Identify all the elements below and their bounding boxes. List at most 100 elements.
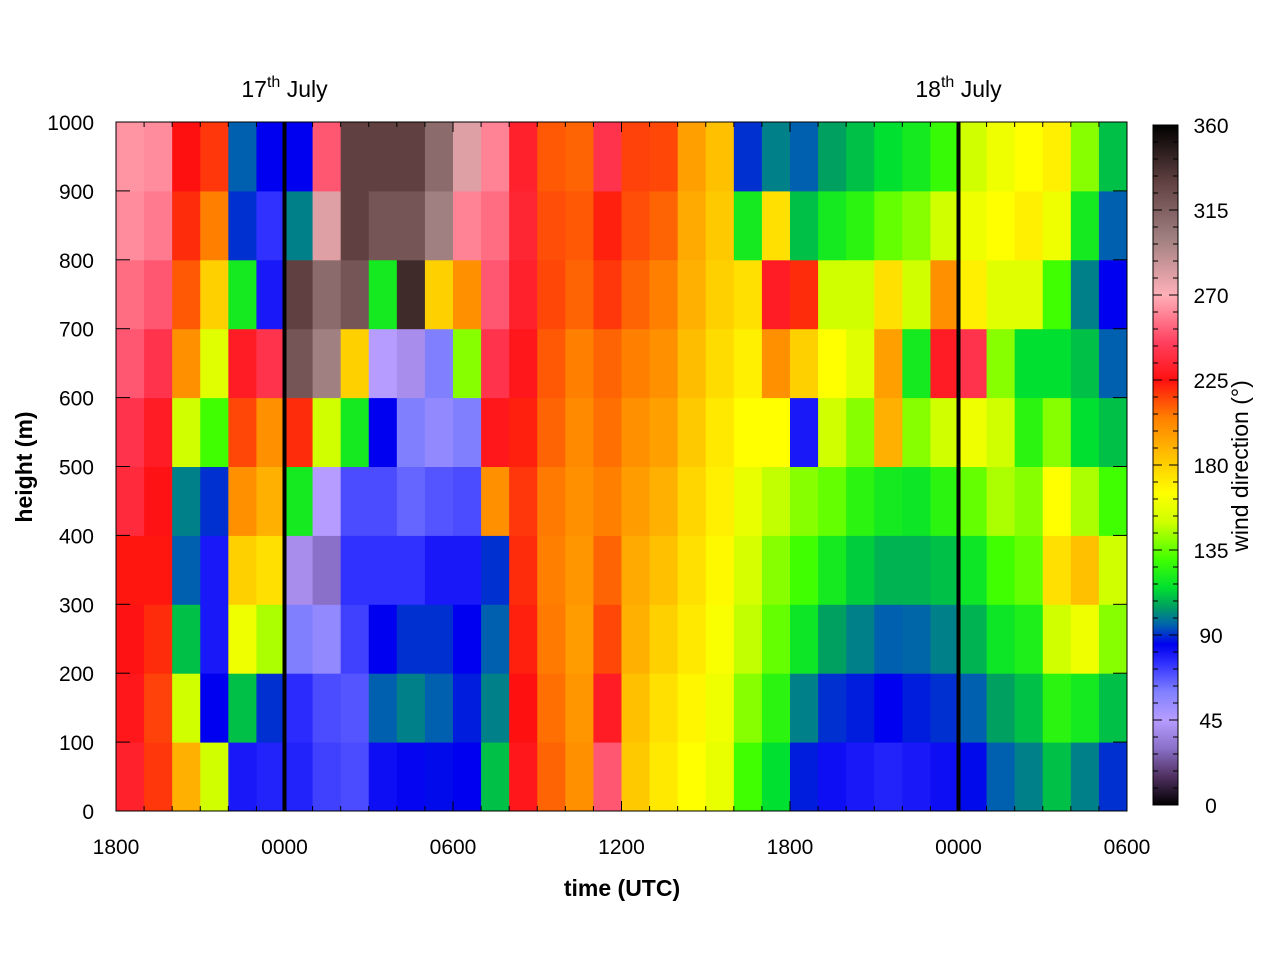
heatmap-cell [593,190,622,261]
heatmap-cell [705,397,735,467]
heatmap-cell [930,259,959,330]
heatmap-cell [930,742,959,812]
heatmap-cell [284,397,314,467]
heatmap-cell [537,328,566,399]
heatmap-cell [761,190,791,261]
heatmap-cell [284,466,314,536]
heatmap-cell [986,673,1016,743]
heatmap-cell [958,742,988,812]
heatmap-cell [1042,190,1072,261]
heatmap-cell [312,122,342,192]
heatmap-cell [368,742,398,812]
heatmap-cell [705,122,735,192]
heatmap-cell [621,604,651,674]
heatmap-cell [116,328,145,399]
heatmap-cell [930,397,959,467]
heatmap-cell [621,535,651,605]
heatmap-cell [958,673,988,743]
heatmap-cell [902,673,931,743]
heatmap-cell [986,535,1016,605]
heatmap-cell [481,535,510,605]
heatmap-cell [256,466,285,536]
heatmap-cell [340,673,370,743]
heatmap-cell [649,259,679,330]
heatmap-cell [958,397,988,467]
heatmap-cell [509,328,538,399]
heatmap-cell [200,259,229,330]
heatmap-cell [144,397,173,467]
heatmap-cell [846,604,875,674]
heatmap-cell [958,259,988,330]
heatmap-cell [677,122,707,192]
heatmap-cell [340,466,370,536]
heatmap-cell [1098,328,1128,399]
heatmap-cell [733,397,763,467]
heatmap-cell [368,190,398,261]
heatmap-cell [481,742,510,812]
heatmap-cell [649,466,679,536]
heatmap-cell [1098,673,1128,743]
heatmap-cell [930,604,959,674]
heatmap-cell [986,259,1016,330]
heatmap-cell [453,604,482,674]
heatmap-cell [144,328,173,399]
heatmap-cell [958,604,988,674]
month-name: July [954,76,1002,102]
heatmap-cell [649,673,679,743]
heatmap-cell [509,604,538,674]
heatmap-cell [200,190,229,261]
heatmap-cell [790,122,819,192]
heatmap-cell [340,397,370,467]
heatmap-cell [481,259,510,330]
heatmap-cell [509,673,538,743]
heatmap-cell [1014,742,1044,812]
heatmap-cell [481,604,510,674]
heatmap-cell [424,673,454,743]
heatmap-cell [368,122,398,192]
heatmap-cell [424,466,454,536]
heatmap-cell [256,328,285,399]
heatmap-cell [930,673,959,743]
heatmap-cell [649,535,679,605]
heatmap-cell [1098,742,1128,812]
heatmap-cell [902,397,931,467]
heatmap-cell [958,328,988,399]
heatmap-cell [761,259,791,330]
heatmap-cell [621,122,651,192]
heatmap-cell [200,122,229,192]
y-tick-label: 400 [59,525,94,548]
heatmap-cell [228,673,257,743]
heatmap-cell [284,122,314,192]
heatmap-cell [846,122,875,192]
heatmap-cell [172,604,201,674]
heatmap-cell [593,535,622,605]
heatmap-cell [537,190,566,261]
heatmap-cell [565,604,594,674]
heatmap-cell [761,466,791,536]
y-tick-label: 200 [59,663,94,686]
heatmap-cell [172,742,201,812]
heatmap-cell [453,190,482,261]
y-axis-label: height (m) [11,411,37,522]
heatmap-cell [874,328,903,399]
heatmap-cell [116,397,145,467]
heatmap-cell [116,190,145,261]
heatmap-cell [1070,466,1100,536]
heatmap-cell [874,535,903,605]
heatmap-cell [649,604,679,674]
heatmap-cell [846,673,875,743]
colorbar-tick-label: 315 [1193,200,1228,223]
heatmap-cell [733,604,763,674]
heatmap-cell [818,190,847,261]
heatmap-cell [256,535,285,605]
heatmap-cell [172,190,201,261]
heatmap-cell [396,466,426,536]
heatmap-cell [930,190,959,261]
heatmap-cell [481,328,510,399]
heatmap-cell [256,604,285,674]
x-tick-label: 1800 [93,836,140,859]
heatmap-cell [340,328,370,399]
y-tick-labels: 0 100 200 300 400 500 600 700 800 900 1000 [47,112,94,824]
heatmap-cell [481,190,510,261]
heatmap-cell [846,328,875,399]
